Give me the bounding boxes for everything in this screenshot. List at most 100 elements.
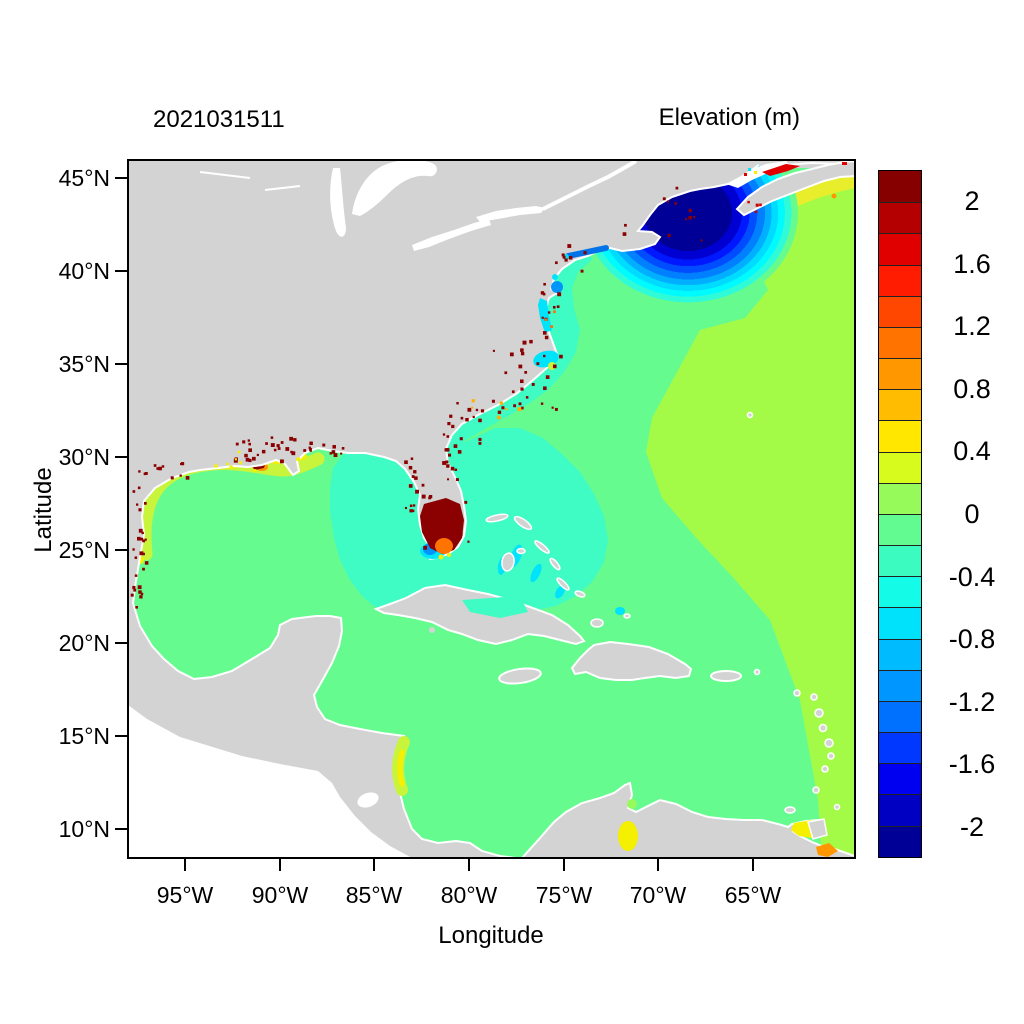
speckle-chesapeake-orange (550, 325, 554, 328)
speckle-texas-coast (132, 548, 135, 551)
lake-ontario (476, 206, 545, 222)
speckle-carolinas-coast (492, 349, 495, 352)
jamaica-land (498, 667, 542, 685)
speckle-new-england-shore (622, 232, 627, 236)
speckle-carolina-amber (471, 406, 474, 409)
trinidad-land (807, 818, 828, 840)
colorbar-tick-label: 0 (964, 499, 980, 529)
speckle-carolina-amber (517, 407, 522, 412)
speckle-ms-al-coast (309, 441, 313, 446)
y-tick-label: 40°N (58, 258, 110, 284)
x-tick-mark (657, 859, 659, 871)
cuba-land (373, 583, 586, 646)
speckle-texas-coast (143, 502, 147, 505)
speckle-texas-coast (134, 556, 138, 559)
x-axis-title: Longitude (438, 922, 544, 949)
speckle-nova-scotia-shore (747, 200, 750, 204)
speckle-everglades-fringe (454, 510, 457, 513)
speckle-louisiana-marsh (261, 449, 266, 454)
speckle-texas-coast (142, 552, 145, 556)
turks-island (623, 613, 631, 619)
speckle-carolina-amber (505, 408, 508, 411)
antigua-island (810, 693, 818, 701)
speckle-texas-coast (141, 531, 144, 535)
speckle-chesapeake-shore (552, 305, 556, 309)
y-tick-mark (115, 270, 127, 272)
speckle-new-england-shore (662, 197, 666, 201)
speckle-carolinas-coast (497, 410, 502, 414)
speckle-georgia-coast (467, 407, 472, 412)
speckle-carolinas-coast (543, 386, 547, 391)
speckle-louisiana-marsh (277, 447, 281, 450)
guadeloupe-island (814, 708, 824, 718)
speckle-texas-upper-coast (156, 467, 160, 470)
speckle-everglades-fringe (444, 510, 449, 514)
speckle-ms-al-coast (303, 449, 307, 452)
delaware-bay-low (551, 281, 563, 293)
st-kitts-island (793, 689, 801, 697)
crooked-passage-low (555, 585, 565, 599)
speckle-new-england-shore (667, 233, 671, 238)
speckle-florida-east-coast (445, 499, 450, 503)
speckle-chesapeake-orange (544, 318, 548, 321)
speckle-ms-al-coast (332, 445, 336, 449)
speckle-tamaulipas-coast (133, 588, 137, 592)
speckle-texas-upper-coast (161, 465, 165, 468)
speckle-chesapeake-shore (543, 282, 546, 286)
speckle-florida-east-coast (443, 501, 447, 505)
martinique-island (824, 738, 834, 748)
speckle-texas-coast (132, 585, 136, 590)
speckle-everglades-fringe (421, 494, 426, 499)
speckle-carolinas-coast (540, 402, 544, 405)
y-tick-label: 15°N (58, 723, 110, 749)
speckle-texas-coast (139, 551, 144, 556)
colorbar-segment (879, 576, 921, 608)
speckle-florida-west-coast (421, 483, 425, 487)
speckle-ms-al-coast (309, 447, 312, 451)
map-plot (129, 161, 854, 857)
speckle-everglades-fringe (423, 545, 428, 550)
nicaragua-yellow-core (397, 749, 405, 787)
speckle-nj-ny-shore (567, 244, 572, 248)
y-tick-mark (115, 735, 127, 737)
speckle-nj-ny-shore (568, 255, 573, 260)
eleuthera-island (534, 540, 550, 554)
colorbar-segment (879, 233, 921, 265)
speckle-louisiana-marsh (290, 450, 293, 454)
speckle-texas-coast (142, 567, 145, 571)
speckle-georgia-coast (447, 421, 451, 426)
speckle-carolinas-coast (554, 407, 558, 411)
colorbar-segment (879, 638, 921, 670)
st-lucia-island (827, 752, 835, 760)
speckle-florida-west-coast (408, 484, 413, 488)
speckle-louisiana-marsh (270, 443, 275, 447)
speckle-louisiana-marsh (248, 448, 252, 453)
speckle-carolinas-coast (529, 339, 533, 344)
speckle-florida-east-coast (454, 468, 458, 471)
bay-of-fundy-gap (726, 161, 790, 188)
tobago-island (833, 803, 841, 811)
speckle-florida-west-coast (404, 506, 408, 510)
y-tick-mark (115, 549, 127, 551)
speckle-chesapeake-shore (557, 292, 562, 297)
y-tick-label: 20°N (58, 630, 110, 656)
speckle-carolinas-coast (520, 348, 524, 352)
speckle-louisiana-marsh (265, 442, 268, 445)
speckle-florida-east-coast (446, 464, 450, 468)
speckle-texas-upper-coast (153, 464, 157, 467)
st-lawrence-river (542, 161, 638, 211)
turks-bank-low (615, 607, 625, 615)
speckle-florida-west-coast (404, 460, 408, 465)
speckle-florida-west-coast (415, 489, 419, 494)
grenada-island (812, 786, 820, 794)
speckle-louisiana-marsh (285, 447, 290, 451)
speckle-florida-west-coast (412, 504, 416, 507)
colorbar-segment (879, 420, 921, 452)
speckle-louisiana-marsh (280, 459, 284, 464)
speckle-texas-upper-coast (180, 462, 183, 466)
speckle-louisiana-marsh (244, 453, 248, 458)
speckle-florida-east-coast (442, 433, 446, 436)
speckle-texas-coast (144, 538, 147, 541)
margarita-island (784, 806, 796, 814)
speckle-chesapeake-shore (547, 311, 551, 314)
